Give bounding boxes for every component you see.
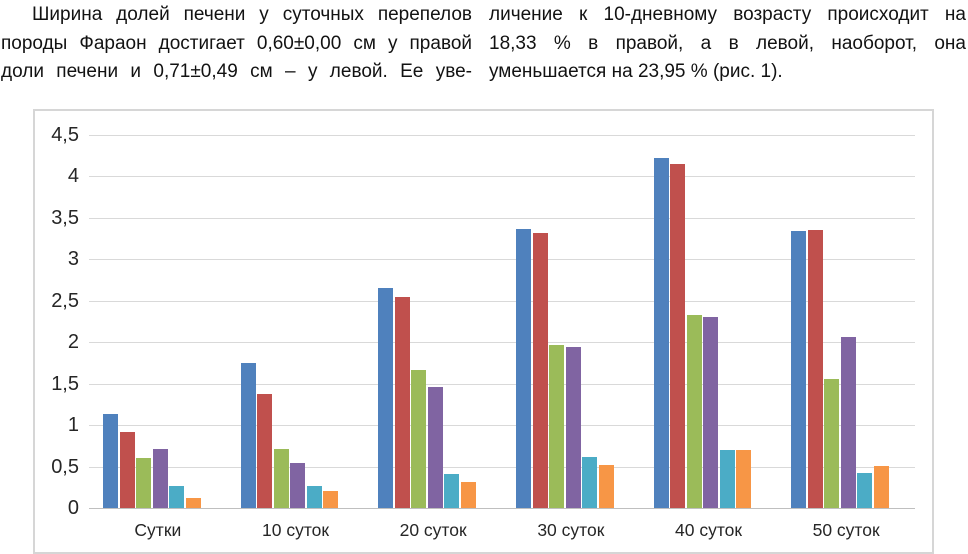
bar-green bbox=[549, 344, 564, 508]
y-axis-tick-label: 4,5 bbox=[51, 124, 79, 146]
x-axis-category-label: 10 суток bbox=[262, 520, 330, 540]
paragraph-left: Ширина долей печени у суточных перепелов… bbox=[1, 1, 472, 87]
y-axis-tick-label: 3,5 bbox=[51, 206, 79, 229]
bar-orange bbox=[323, 491, 339, 508]
bar-purple bbox=[565, 347, 581, 508]
bar-group bbox=[240, 135, 339, 508]
x-axis-category-label: 30 суток bbox=[537, 520, 605, 540]
gridline bbox=[89, 383, 915, 385]
x-axis-line bbox=[89, 508, 915, 509]
text-line: личение к 10-дневному возрасту происходи… bbox=[489, 4, 966, 25]
bar-group bbox=[516, 135, 614, 508]
bar-green bbox=[273, 449, 289, 508]
text-line: доли печени и 0,71±0,49 см – у левой. Ее… bbox=[1, 61, 472, 82]
x-axis-category-label: 50 суток bbox=[812, 520, 880, 540]
bar-group bbox=[378, 135, 476, 508]
bar-teal bbox=[169, 485, 184, 508]
y-axis-tick-label: 2,5 bbox=[51, 289, 79, 312]
chart-plot-frame: 0 0,5 1 1,5 2 2,5 3 3,5 4 4,5 Сутки 10 суток 20 суто… bbox=[33, 109, 934, 554]
bar-red bbox=[532, 232, 548, 508]
gridline bbox=[89, 176, 915, 178]
bar-group bbox=[791, 135, 889, 508]
y-axis-tick-label: 4 bbox=[67, 165, 79, 188]
y-axis-tick-label: 2 bbox=[67, 331, 79, 354]
bar-red bbox=[394, 296, 410, 508]
bar-red bbox=[670, 164, 686, 508]
bar-red bbox=[119, 431, 135, 508]
bar-blue bbox=[653, 158, 669, 508]
bar-blue bbox=[516, 228, 531, 508]
bar-blue bbox=[791, 231, 807, 508]
y-axis-tick-label: 1,5 bbox=[51, 372, 79, 395]
paragraph-right: личение к 10-дневному возрасту происходи… bbox=[489, 1, 966, 87]
bar-group bbox=[653, 135, 752, 508]
y-axis-tick-label: 3 bbox=[67, 248, 79, 271]
bar-group bbox=[103, 135, 201, 508]
bar-green bbox=[136, 458, 151, 508]
bar-blue bbox=[378, 288, 394, 508]
y-axis-tick-label: 1 bbox=[67, 414, 79, 437]
bar-teal bbox=[719, 450, 735, 508]
x-axis-category-label: 40 суток bbox=[675, 520, 743, 540]
gridline bbox=[89, 466, 915, 468]
text-line: Ширина долей печени у суточных перепелов bbox=[32, 4, 472, 25]
y-axis-tick-label: 0 bbox=[67, 497, 79, 519]
x-axis-category-label: Сутки bbox=[134, 520, 182, 540]
bar-purple bbox=[152, 449, 168, 508]
bar-green bbox=[824, 378, 840, 508]
bar-purple bbox=[427, 387, 443, 508]
gridline bbox=[89, 135, 915, 136]
bar-orange bbox=[185, 498, 201, 508]
bar-blue bbox=[240, 362, 256, 508]
bar-purple bbox=[840, 337, 856, 508]
bar-teal bbox=[444, 474, 460, 508]
bar-teal bbox=[582, 456, 597, 508]
y-axis-tick-label: 0,5 bbox=[51, 455, 79, 478]
bar-orange bbox=[736, 450, 752, 508]
bar-orange bbox=[598, 464, 614, 508]
bar-green bbox=[411, 370, 427, 508]
bar-green bbox=[686, 314, 702, 508]
gridline bbox=[89, 425, 915, 427]
bar-red bbox=[807, 230, 823, 508]
bar-red bbox=[257, 394, 273, 508]
text-line: уменьшается на 23,95 % (рис. 1). bbox=[489, 61, 783, 82]
text-line: 18,33 % в правой, а в левой, наоборот, о… bbox=[489, 32, 966, 54]
bar-orange bbox=[873, 465, 889, 508]
bar-teal bbox=[306, 485, 322, 508]
gridline bbox=[89, 342, 915, 344]
bar-purple bbox=[703, 317, 719, 508]
gridline bbox=[89, 217, 915, 219]
text-line: породы Фараон достигает 0,60±0,00 см у п… bbox=[1, 32, 472, 54]
bar-blue bbox=[103, 414, 118, 508]
bar-orange bbox=[460, 481, 476, 508]
gridline bbox=[89, 259, 915, 261]
bar-teal bbox=[857, 473, 873, 508]
x-axis-category-label: 20 суток bbox=[399, 520, 467, 540]
gridline bbox=[89, 300, 915, 302]
bar-purple bbox=[290, 463, 306, 508]
